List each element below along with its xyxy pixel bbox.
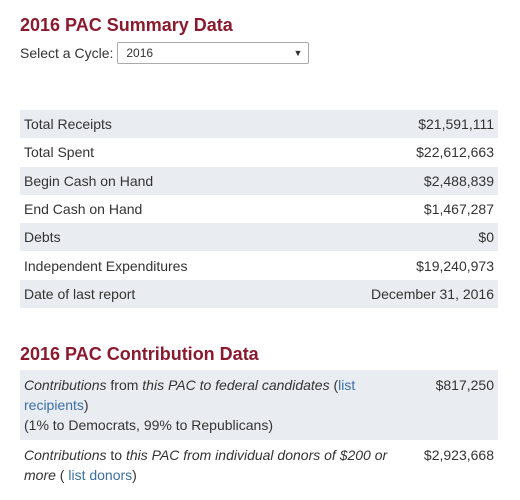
party-split-note: (1% to Democrats, 99% to Republicans) — [24, 417, 273, 433]
table-row: End Cash on Hand $1,467,287 — [20, 195, 498, 223]
row-label: Debts — [20, 223, 291, 252]
list-donors-link[interactable]: list donors — [68, 467, 133, 483]
row-label: End Cash on Hand — [24, 201, 143, 218]
chevron-down-icon: ▼ — [293, 48, 303, 58]
connector-text: from — [106, 377, 143, 393]
table-row: Total Receipts $21,591,111 — [20, 110, 498, 139]
contribution-term: Contributions — [24, 377, 107, 393]
contribution-description: Contributions from this PAC to federal c… — [20, 370, 420, 440]
connector-text: ( — [329, 377, 339, 393]
row-label: Date of last report — [20, 279, 291, 309]
row-label: Total Receipts — [20, 110, 291, 139]
table-row: Contributions to this PAC from individua… — [20, 440, 498, 490]
connector-text: ) — [132, 467, 137, 483]
summary-title: 2016 PAC Summary Data — [20, 15, 233, 35]
table-row: Debts $0 — [20, 223, 498, 252]
connector-text: ) — [83, 397, 89, 413]
row-value: $0 — [291, 223, 498, 252]
connector-text: to — [106, 447, 126, 463]
cycle-select[interactable]: 2016 ▼ — [117, 42, 310, 64]
table-row: Independent Expenditures $19,240,973 — [20, 251, 498, 279]
row-value: $817,250 — [419, 370, 498, 440]
connector-text: ( — [55, 467, 69, 483]
contribution-term: Contributions — [24, 447, 107, 463]
row-value: $21,591,111 — [291, 110, 498, 139]
table-row: Begin Cash on Hand $2,488,839 — [20, 166, 498, 195]
row-label: Begin Cash on Hand — [20, 166, 291, 195]
row-label: Total Spent — [24, 144, 95, 161]
row-label: Independent Expenditures — [24, 257, 188, 274]
cycle-label: Select a Cycle: — [20, 45, 114, 61]
row-value: $22,612,663 — [416, 144, 494, 161]
contribution-description: Contributions to this PAC from individua… — [20, 440, 420, 490]
contribution-scope: this PAC to federal candidates — [142, 377, 330, 393]
row-value: $2,923,668 — [423, 447, 494, 463]
row-value: $19,240,973 — [416, 257, 494, 274]
contribution-table: Contributions from this PAC to federal c… — [20, 370, 498, 490]
table-row: Contributions from this PAC to federal c… — [20, 370, 498, 440]
list-recipients-link[interactable]: list recipients — [24, 377, 356, 413]
row-value: $1,467,287 — [423, 201, 494, 218]
summary-table: Total Receipts $21,591,111 Total Spent $… — [20, 110, 498, 309]
contribution-title: 2016 PAC Contribution Data — [20, 344, 259, 364]
cycle-select-value: 2016 — [126, 46, 154, 60]
contribution-scope: this PAC from individual donors of $200 … — [24, 447, 388, 483]
row-value: December 31, 2016 — [291, 279, 498, 309]
row-value: $2,488,839 — [291, 166, 498, 195]
cycle-selector-row: Select a Cycle: 2016 ▼ — [20, 42, 310, 64]
table-row: Date of last report December 31, 2016 — [20, 279, 498, 309]
table-row: Total Spent $22,612,663 — [20, 138, 498, 166]
